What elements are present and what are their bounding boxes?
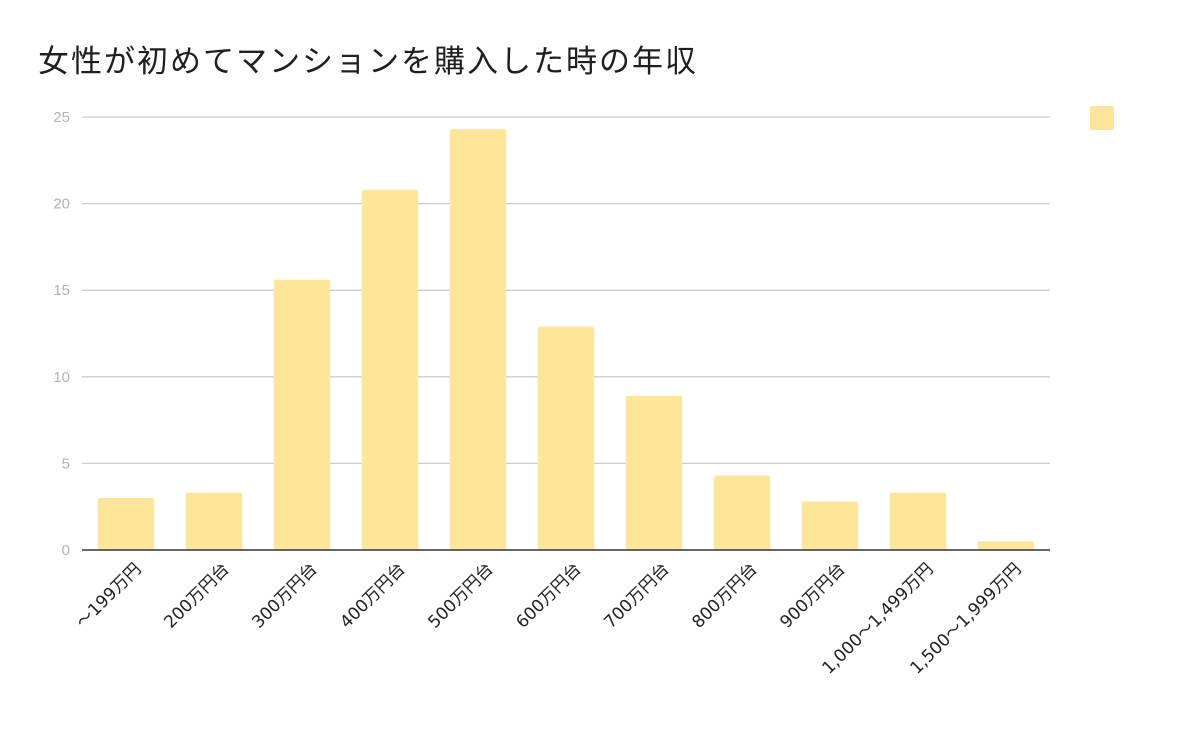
bar-7 (713, 475, 771, 550)
chart-title: 女性が初めてマンションを購入した時の年収 (38, 44, 698, 80)
y-axis-ticks: 0 5 10 15 20 25 (53, 109, 70, 559)
bar-3 (361, 189, 419, 550)
y-tick-label-0: 0 (62, 542, 70, 559)
x-tick-label-7: 800万円台 (688, 559, 761, 632)
y-tick-label-5: 5 (62, 455, 70, 472)
x-axis-labels: ～199万円 200万円台 300万円台 400万円台 500万円台 600万円台 700万… (72, 559, 1025, 678)
bar-9 (889, 492, 947, 550)
x-tick-label-0: ～199万円 (72, 559, 145, 632)
x-tick-label-6: 700万円台 (600, 559, 673, 632)
bar-2 (273, 279, 331, 550)
y-tick-label-25: 25 (53, 109, 70, 126)
bar-5 (537, 326, 595, 550)
x-tick-label-1: 200万円台 (160, 559, 233, 632)
bar-4 (449, 129, 507, 550)
bar-8 (801, 501, 859, 550)
bar-1 (185, 492, 243, 550)
bar-10 (977, 541, 1035, 550)
x-tick-label-2: 300万円台 (248, 559, 321, 632)
x-tick-label-5: 600万円台 (512, 559, 585, 632)
legend-swatch (1090, 106, 1114, 130)
bar-6 (625, 395, 683, 550)
x-tick-label-3: 400万円台 (336, 559, 409, 632)
y-tick-label-10: 10 (53, 369, 70, 386)
bars (97, 129, 1035, 550)
bar-0 (97, 498, 155, 550)
x-tick-label-4: 500万円台 (424, 559, 497, 632)
x-tick-label-8: 900万円台 (776, 559, 849, 632)
y-tick-label-15: 15 (53, 282, 70, 299)
y-tick-label-20: 20 (53, 196, 70, 213)
